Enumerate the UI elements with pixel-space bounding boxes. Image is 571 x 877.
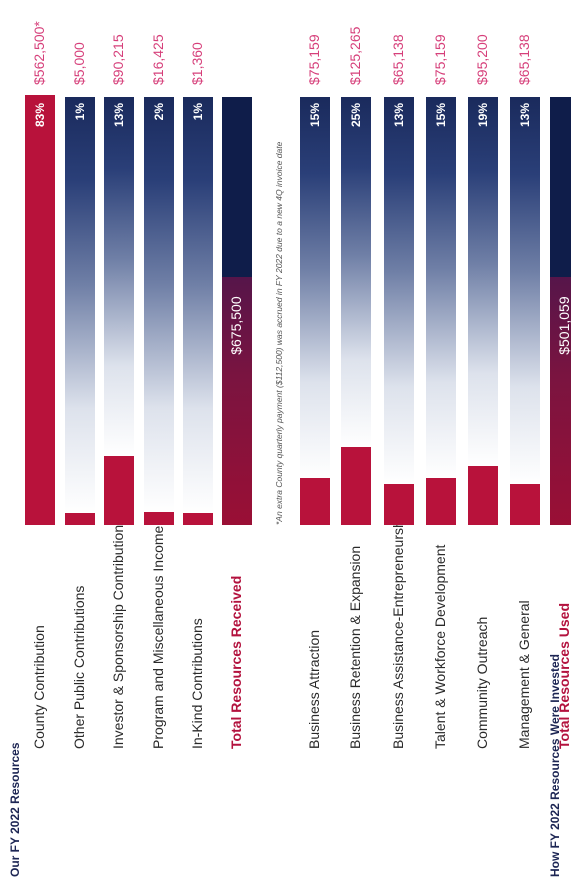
bar-gradient bbox=[468, 97, 498, 466]
value-label: $5,000 bbox=[71, 42, 87, 85]
bar-fill bbox=[468, 465, 498, 525]
bar: 1% bbox=[65, 97, 95, 525]
total-value-label: $675,500 bbox=[228, 296, 244, 355]
percent-label: 1% bbox=[191, 103, 205, 121]
category-label: Investor & Sponsorship Contributions bbox=[110, 517, 126, 749]
value-label: $95,200 bbox=[474, 34, 490, 85]
category-label: Other Public Contributions bbox=[71, 585, 87, 749]
bar: 25% bbox=[341, 97, 371, 525]
total-bar-dark bbox=[222, 97, 252, 277]
bar-fill bbox=[510, 484, 540, 525]
bar: 13% bbox=[104, 97, 134, 525]
section-title-resources: Our FY 2022 Resources bbox=[8, 742, 22, 877]
bar: 1% bbox=[183, 97, 213, 525]
value-label: $16,425 bbox=[150, 34, 166, 85]
bar-fill bbox=[300, 478, 330, 525]
percent-label: 13% bbox=[518, 103, 532, 128]
category-label: Talent & Workforce Development bbox=[432, 544, 448, 749]
percent-label: 15% bbox=[434, 103, 448, 128]
bar-gradient bbox=[510, 97, 540, 485]
bar: 15% bbox=[300, 97, 330, 525]
value-label: $1,360 bbox=[189, 42, 205, 85]
category-label: In-Kind Contributions bbox=[189, 618, 205, 749]
bar-gradient bbox=[426, 97, 456, 479]
percent-label: 19% bbox=[476, 103, 490, 128]
bar-fill bbox=[65, 513, 95, 525]
bar-fill bbox=[426, 478, 456, 525]
percent-label: 15% bbox=[308, 103, 322, 128]
footnote: *An extra County quarterly payment ($112… bbox=[274, 141, 284, 525]
percent-label: 13% bbox=[112, 103, 126, 128]
bar-gradient bbox=[384, 97, 414, 485]
value-label: $125,265 bbox=[347, 26, 363, 85]
total-label: Total Resources Received bbox=[228, 575, 244, 749]
bar-gradient bbox=[300, 97, 330, 479]
bar-gradient bbox=[144, 97, 174, 513]
bar: 2% bbox=[144, 97, 174, 525]
category-label: Community Outreach bbox=[474, 616, 490, 749]
bar-fill bbox=[25, 95, 55, 525]
bar: 19% bbox=[468, 97, 498, 525]
category-label: Business Assistance-Entrepreneurship bbox=[390, 509, 406, 749]
bar-gradient bbox=[65, 97, 95, 513]
bar: 15% bbox=[426, 97, 456, 525]
category-label: Business Retention & Expansion bbox=[347, 545, 363, 749]
category-label: Management & General bbox=[516, 600, 532, 749]
bar-fill bbox=[384, 484, 414, 525]
value-label: $75,159 bbox=[306, 34, 322, 85]
value-label: $562,500* bbox=[31, 21, 47, 85]
bar: 13% bbox=[510, 97, 540, 525]
percent-label: 83% bbox=[33, 103, 47, 128]
bar-fill bbox=[183, 513, 213, 525]
bar-gradient bbox=[104, 97, 134, 457]
percent-label: 25% bbox=[349, 103, 363, 128]
bar-fill bbox=[104, 456, 134, 525]
bar-gradient bbox=[341, 97, 371, 447]
value-label: $75,159 bbox=[432, 34, 448, 85]
total-bar-dark bbox=[550, 97, 571, 277]
category-label: Program and Miscellaneous Income bbox=[150, 525, 166, 749]
bar-fill bbox=[341, 447, 371, 525]
bar-fill bbox=[144, 512, 174, 525]
value-label: $90,215 bbox=[110, 34, 126, 85]
value-label: $65,138 bbox=[390, 34, 406, 85]
total-value-label: $501,059 bbox=[556, 296, 571, 355]
percent-label: 13% bbox=[392, 103, 406, 128]
bar: 13% bbox=[384, 97, 414, 525]
bar-gradient bbox=[183, 97, 213, 513]
category-label: County Contribution bbox=[31, 625, 47, 749]
category-label: Business Attraction bbox=[306, 629, 322, 749]
percent-label: 1% bbox=[73, 103, 87, 121]
percent-label: 2% bbox=[152, 103, 166, 121]
bar: 83% bbox=[25, 95, 55, 525]
total-label: Total Resources Used bbox=[556, 602, 571, 749]
value-label: $65,138 bbox=[516, 34, 532, 85]
